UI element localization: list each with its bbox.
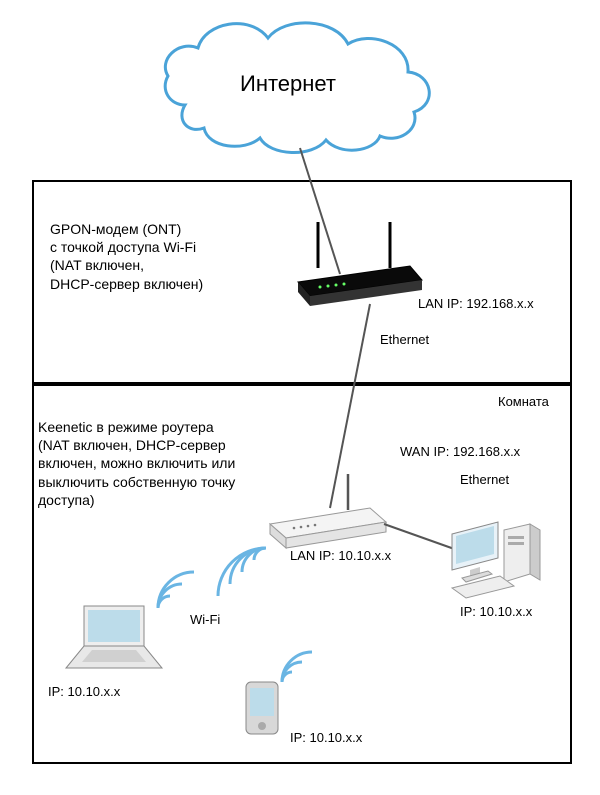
room-label: Комната xyxy=(498,394,549,409)
keenetic-desc: Keenetic в режиме роутера (NAT включен, … xyxy=(38,418,235,509)
keenetic-lan-ip: LAN IP: 10.10.x.x xyxy=(290,548,391,563)
phone-ip: IP: 10.10.x.x xyxy=(290,730,362,745)
cloud-label: Интернет xyxy=(240,70,336,99)
pc-ip: IP: 10.10.x.x xyxy=(460,604,532,619)
keenetic-wan-ip: WAN IP: 192.168.x.x xyxy=(400,444,520,459)
ethernet2-label: Ethernet xyxy=(460,472,509,487)
ont-desc: GPON-модем (ONT) с точкой доступа Wi-Fi … xyxy=(50,220,203,293)
wifi-label: Wi-Fi xyxy=(190,612,220,627)
laptop-ip: IP: 10.10.x.x xyxy=(48,684,120,699)
ethernet1-label: Ethernet xyxy=(380,332,429,347)
ont-lan-ip: LAN IP: 192.168.x.x xyxy=(418,296,534,311)
